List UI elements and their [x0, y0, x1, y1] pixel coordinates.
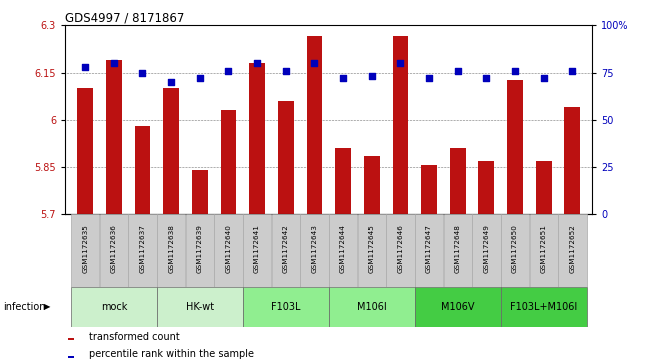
Bar [335, 148, 351, 214]
Bar [393, 36, 408, 214]
Text: GSM1172643: GSM1172643 [311, 225, 318, 273]
Text: GSM1172650: GSM1172650 [512, 225, 518, 273]
Bar [135, 126, 150, 214]
Bar [106, 60, 122, 214]
Text: GSM1172647: GSM1172647 [426, 225, 432, 273]
Text: percentile rank within the sample: percentile rank within the sample [89, 349, 254, 359]
Bar [128, 214, 157, 287]
Bar [243, 287, 329, 327]
Bar [501, 214, 529, 287]
Bar [214, 214, 243, 287]
Bar [507, 81, 523, 214]
Bar [100, 214, 128, 287]
Text: GSM1172651: GSM1172651 [541, 225, 547, 273]
Bar [307, 36, 322, 214]
Bar [558, 214, 587, 287]
Point [395, 60, 406, 66]
Bar [443, 214, 472, 287]
Bar [77, 88, 93, 214]
Text: GDS4997 / 8171867: GDS4997 / 8171867 [65, 11, 184, 24]
Bar [386, 214, 415, 287]
Bar [157, 287, 243, 327]
Bar [450, 148, 465, 214]
Bar [271, 214, 300, 287]
Text: ▶: ▶ [44, 302, 50, 311]
Text: M106I: M106I [357, 302, 387, 312]
Point [567, 68, 577, 74]
Bar [501, 287, 587, 327]
Bar [157, 214, 186, 287]
Point [309, 60, 320, 66]
Point [538, 76, 549, 81]
Text: GSM1172645: GSM1172645 [368, 225, 375, 273]
Point [367, 73, 377, 79]
Bar [415, 214, 443, 287]
Point [338, 76, 348, 81]
Point [452, 68, 463, 74]
Point [223, 68, 234, 74]
Text: infection: infection [3, 302, 46, 312]
Text: GSM1172638: GSM1172638 [168, 225, 174, 273]
Text: GSM1172649: GSM1172649 [484, 225, 490, 273]
Bar [478, 161, 494, 214]
Bar [192, 170, 208, 214]
Text: F103L: F103L [271, 302, 301, 312]
Point [252, 60, 262, 66]
Point [481, 76, 492, 81]
Text: GSM1172635: GSM1172635 [82, 225, 88, 273]
Text: F103L+M106I: F103L+M106I [510, 302, 577, 312]
Text: GSM1172652: GSM1172652 [570, 225, 575, 273]
Text: M106V: M106V [441, 302, 475, 312]
Text: GSM1172642: GSM1172642 [283, 225, 289, 273]
Bar [71, 287, 157, 327]
Bar [68, 338, 74, 340]
Bar [249, 63, 265, 214]
Point [109, 60, 119, 66]
Bar [564, 107, 580, 214]
Bar [300, 214, 329, 287]
Point [281, 68, 291, 74]
Bar [329, 287, 415, 327]
Point [195, 76, 205, 81]
Text: transformed count: transformed count [89, 332, 180, 342]
Bar [415, 287, 501, 327]
Text: HK-wt: HK-wt [186, 302, 214, 312]
Bar [329, 214, 357, 287]
Bar [186, 214, 214, 287]
Bar [243, 214, 271, 287]
Text: GSM1172639: GSM1172639 [197, 225, 203, 273]
Text: mock: mock [101, 302, 127, 312]
Text: GSM1172640: GSM1172640 [225, 225, 232, 273]
Bar [221, 110, 236, 214]
Text: GSM1172636: GSM1172636 [111, 225, 117, 273]
Bar [536, 161, 551, 214]
Text: GSM1172644: GSM1172644 [340, 225, 346, 273]
Bar [68, 356, 74, 358]
Bar [472, 214, 501, 287]
Bar [357, 214, 386, 287]
Bar [163, 88, 179, 214]
Text: GSM1172646: GSM1172646 [397, 225, 404, 273]
Bar [421, 166, 437, 214]
Point [424, 76, 434, 81]
Text: GSM1172641: GSM1172641 [254, 225, 260, 273]
Point [80, 64, 90, 70]
Point [137, 70, 148, 76]
Point [166, 79, 176, 85]
Bar [364, 156, 380, 214]
Text: GSM1172648: GSM1172648 [454, 225, 461, 273]
Text: GSM1172637: GSM1172637 [139, 225, 145, 273]
Bar [278, 101, 294, 214]
Point [510, 68, 520, 74]
Bar [529, 214, 558, 287]
Bar [71, 214, 100, 287]
